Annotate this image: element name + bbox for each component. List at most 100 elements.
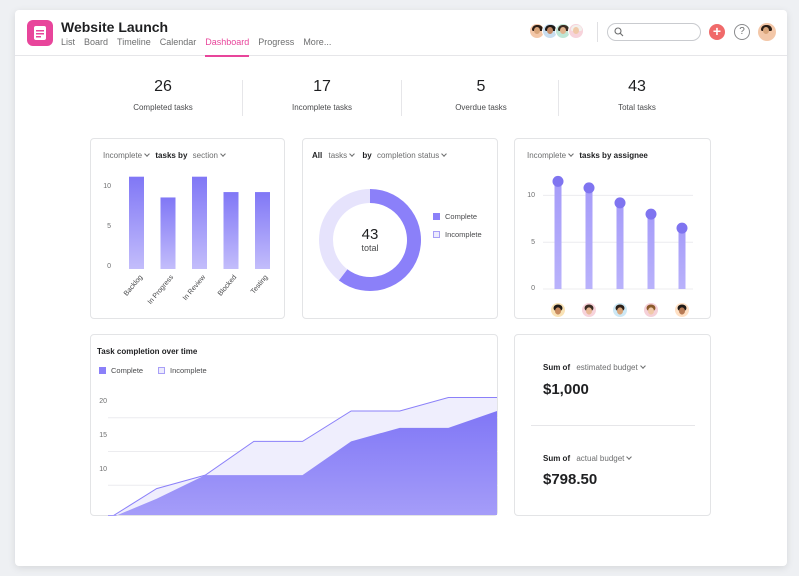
assignee-chart-title: Incomplete tasks by assignee <box>527 151 648 160</box>
section-chart-card[interactable]: Incomplete tasks by section 10 5 0 Backl… <box>90 138 285 319</box>
sum-label: Sum of <box>543 363 571 372</box>
y-tick-label: 10 <box>99 466 107 473</box>
assignee-bar-chart <box>543 175 693 317</box>
chevron-down-icon <box>568 151 574 157</box>
chart-title-text: tasks by assignee <box>579 151 648 160</box>
stat-completed: 26 Completed tasks <box>88 78 238 112</box>
assignee-avatar[interactable] <box>644 303 658 317</box>
estimated-budget-title: Sum of estimated budget <box>543 363 649 372</box>
chevron-down-icon <box>441 151 448 157</box>
sum-label: Sum of <box>543 454 571 463</box>
help-button[interactable]: ? <box>734 24 750 40</box>
legend-swatch <box>433 213 440 220</box>
completion-chart-title: Task completion over time <box>97 347 197 356</box>
assignee-avatar[interactable] <box>582 303 596 317</box>
section-chart-title: Incomplete tasks by section <box>103 151 229 160</box>
search-input[interactable] <box>607 23 701 41</box>
chevron-down-icon <box>626 454 633 460</box>
status-chart-card[interactable]: All tasks by completion status 43 total … <box>302 138 498 319</box>
bar-testing[interactable] <box>255 192 270 269</box>
tab-board[interactable]: Board <box>84 37 109 47</box>
stat-divider <box>401 80 402 116</box>
legend-swatch <box>158 367 165 374</box>
assignee-bar[interactable] <box>678 228 686 289</box>
dashboard-window: Website Launch List Board Timeline Calen… <box>15 10 787 566</box>
x-tick-label: In Progress <box>146 274 176 306</box>
legend-incomplete: Incomplete <box>158 366 207 375</box>
stat-divider <box>242 80 243 116</box>
stat-total: 43 Total tasks <box>562 78 712 112</box>
y-tick-label: 5 <box>107 223 111 230</box>
legend-swatch <box>433 231 440 238</box>
bar-in-review[interactable] <box>192 176 207 269</box>
user-avatar[interactable] <box>758 23 776 41</box>
project-tabs: List Board Timeline Calendar Dashboard P… <box>61 37 331 57</box>
legend-complete: Complete <box>99 366 143 375</box>
group-dropdown[interactable]: completion status <box>376 151 440 160</box>
x-tick-label: Backlog <box>122 274 144 298</box>
filter-dropdown[interactable]: All <box>312 151 323 160</box>
bar-blocked[interactable] <box>223 192 239 269</box>
assignee-bar[interactable] <box>554 181 562 289</box>
noun-dropdown[interactable]: tasks <box>328 151 348 160</box>
y-tick-label: 0 <box>531 285 535 292</box>
assignee-bar[interactable] <box>647 214 655 289</box>
filter-dropdown[interactable]: Incomplete <box>527 151 567 160</box>
stat-value: 43 <box>628 78 646 95</box>
tab-list[interactable]: List <box>61 37 76 47</box>
chevron-down-icon <box>144 151 150 157</box>
tab-more[interactable]: More... <box>303 37 332 47</box>
assignee-bar-cap <box>583 182 595 194</box>
actual-budget-title: Sum of actual budget <box>543 454 635 463</box>
y-tick-label: 10 <box>527 192 535 199</box>
bar-backlog[interactable] <box>129 176 144 269</box>
top-header: Website Launch List Board Timeline Calen… <box>15 10 787 57</box>
tab-timeline[interactable]: Timeline <box>117 37 151 47</box>
donut-center-label: total <box>361 243 379 253</box>
legend-incomplete: Incomplete <box>433 230 482 239</box>
x-tick-label: Testing <box>250 274 270 296</box>
y-tick-label: 15 <box>99 432 107 439</box>
stat-value: 17 <box>313 78 331 95</box>
x-tick-label: In Review <box>181 274 207 303</box>
donut-center-value: 43 <box>361 226 379 243</box>
status-chart-title: All tasks by completion status <box>312 151 450 160</box>
chevron-down-icon <box>349 151 355 157</box>
group-dropdown[interactable]: section <box>192 151 218 160</box>
y-tick-label: 20 <box>99 398 107 405</box>
actual-budget-value: $798.50 <box>543 471 598 488</box>
tab-progress[interactable]: Progress <box>258 37 295 47</box>
filter-dropdown[interactable]: Incomplete <box>103 151 143 160</box>
assignee-chart-card[interactable]: Incomplete tasks by assignee 10 5 0 <box>514 138 711 319</box>
project-icon[interactable] <box>27 20 53 46</box>
assignee-bar[interactable] <box>585 187 593 289</box>
field-dropdown[interactable]: estimated budget <box>576 363 638 372</box>
assignee-bar-cap <box>552 175 564 187</box>
line-incomplete <box>111 397 497 516</box>
stat-label: Overdue tasks <box>455 103 507 112</box>
legend-complete: Complete <box>433 212 477 221</box>
x-tick-label: Blocked <box>216 274 239 298</box>
budget-divider <box>531 425 695 426</box>
assignee-avatar[interactable] <box>613 303 627 317</box>
chart-title-text: Task completion over time <box>97 347 198 356</box>
member-avatars[interactable] <box>529 23 584 39</box>
bar-in-progress[interactable] <box>160 197 176 269</box>
area-complete[interactable] <box>108 411 497 516</box>
tab-calendar[interactable]: Calendar <box>159 37 197 47</box>
avatar <box>568 23 584 39</box>
stat-value: 5 <box>476 78 486 95</box>
donut-slice-incomplete[interactable] <box>319 189 370 281</box>
field-dropdown[interactable]: actual budget <box>576 454 625 463</box>
donut-slice-complete[interactable] <box>338 189 421 291</box>
assignee-avatar[interactable] <box>675 303 689 317</box>
budget-card[interactable]: Sum of estimated budget $1,000 Sum of ac… <box>514 334 711 516</box>
avatar <box>542 23 558 39</box>
tab-dashboard[interactable]: Dashboard <box>205 37 250 57</box>
completion-chart-card[interactable]: Task completion over time Complete Incom… <box>90 334 498 516</box>
completion-area-chart <box>108 397 498 516</box>
add-button[interactable]: + <box>709 24 725 40</box>
assignee-avatar[interactable] <box>551 303 565 317</box>
legend-label: Complete <box>111 366 144 375</box>
assignee-bar[interactable] <box>616 202 624 289</box>
